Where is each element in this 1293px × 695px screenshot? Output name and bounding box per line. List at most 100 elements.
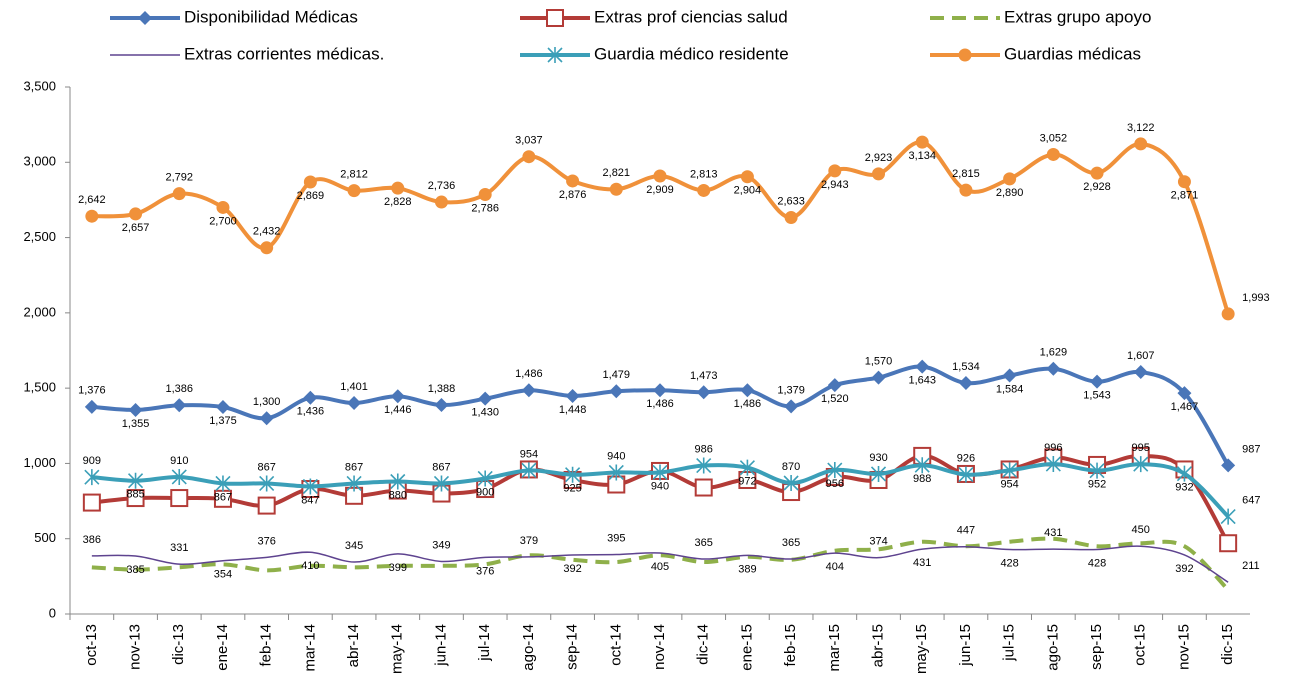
data-label: 847 <box>301 494 319 506</box>
data-label: 1,486 <box>734 398 762 410</box>
legend-item: Extras grupo apoyo <box>930 7 1151 26</box>
x-tick-label: dic-15 <box>1219 624 1236 665</box>
marker <box>871 370 886 385</box>
data-label: 925 <box>563 483 581 495</box>
data-label: 404 <box>826 561 844 573</box>
data-label: 345 <box>345 540 363 552</box>
marker <box>1221 307 1235 321</box>
marker <box>477 470 493 487</box>
data-label: 2,890 <box>996 187 1024 199</box>
x-tick-label: oct-14 <box>607 624 624 666</box>
marker <box>85 209 99 223</box>
marker <box>1133 365 1148 380</box>
data-label: 867 <box>432 461 450 473</box>
data-label: 2,736 <box>428 180 456 192</box>
x-tick-label: dic-13 <box>170 624 187 665</box>
data-label: 972 <box>738 476 756 488</box>
x-tick-label: mar-15 <box>826 624 843 672</box>
y-tick-label: 1,500 <box>23 380 56 395</box>
data-label: 2,928 <box>1083 181 1111 193</box>
data-label: 3,134 <box>908 150 936 162</box>
marker <box>1220 508 1236 525</box>
data-label: 1,570 <box>865 356 893 368</box>
data-label: 2,812 <box>340 168 368 180</box>
data-label: 2,700 <box>209 215 237 227</box>
marker <box>609 182 623 196</box>
data-label: 867 <box>257 461 275 473</box>
data-label: 1,629 <box>1040 347 1068 359</box>
marker <box>828 164 842 178</box>
x-tick-label: oct-15 <box>1132 624 1149 666</box>
marker <box>652 464 668 481</box>
x-tick-label: jul-15 <box>1001 624 1018 662</box>
marker <box>546 9 564 27</box>
marker <box>1177 175 1191 189</box>
data-label: 428 <box>1000 557 1018 569</box>
x-tick-label: ago-15 <box>1044 624 1061 671</box>
marker <box>522 150 536 164</box>
data-label: 1,375 <box>209 415 237 427</box>
data-label: 2,657 <box>122 222 150 234</box>
marker <box>346 475 362 492</box>
marker <box>697 183 711 197</box>
marker <box>1003 172 1017 186</box>
data-label: 2,642 <box>78 194 106 206</box>
legend-label: Extras grupo apoyo <box>1004 7 1151 26</box>
data-label: 995 <box>1132 442 1150 454</box>
marker <box>303 175 317 189</box>
data-label: 385 <box>126 564 144 576</box>
legend-label: Extras prof ciencias salud <box>594 7 788 26</box>
marker <box>84 399 99 414</box>
legend-marker <box>958 48 972 62</box>
marker <box>434 195 448 209</box>
marker <box>521 383 536 398</box>
legend-item: Guardia médico residente <box>520 44 789 63</box>
y-tick-label: 0 <box>49 605 56 620</box>
legend-item: Extras prof ciencias salud <box>520 7 788 27</box>
data-label: 365 <box>695 537 713 549</box>
marker <box>547 47 563 63</box>
marker <box>915 135 929 149</box>
marker <box>1090 374 1105 389</box>
marker <box>958 466 974 483</box>
data-label: 3,122 <box>1127 122 1155 134</box>
marker <box>739 459 755 476</box>
marker <box>138 11 152 25</box>
data-label: 1,401 <box>340 381 368 393</box>
data-label: 331 <box>170 542 188 554</box>
x-tick-label: ene-14 <box>214 624 231 671</box>
marker <box>1133 456 1149 473</box>
marker <box>172 187 186 201</box>
data-label: 399 <box>389 562 407 574</box>
marker <box>565 388 580 403</box>
series <box>84 456 1236 525</box>
data-label: 2,792 <box>165 172 193 184</box>
marker <box>215 399 230 414</box>
legend-marker <box>547 47 563 63</box>
data-label: 2,828 <box>384 196 412 208</box>
marker <box>216 200 230 214</box>
data-label: 2,821 <box>603 167 631 179</box>
data-label: 900 <box>476 486 494 498</box>
marker <box>740 170 754 184</box>
line <box>91 545 1229 583</box>
x-tick-label: sep-14 <box>564 624 581 670</box>
data-label: 386 <box>83 534 101 546</box>
marker <box>129 207 143 221</box>
marker <box>1002 368 1017 383</box>
marker <box>566 174 580 188</box>
y-tick-label: 3,500 <box>23 78 56 93</box>
marker <box>257 496 276 515</box>
data-label: 354 <box>214 569 232 581</box>
marker <box>653 169 667 183</box>
data-label: 870 <box>782 461 800 473</box>
x-tick-label: jul-14 <box>476 624 493 662</box>
marker <box>696 457 712 474</box>
marker <box>390 473 406 490</box>
data-label: 1,355 <box>122 418 150 430</box>
data-label: 2,943 <box>821 179 849 191</box>
x-tick-label: nov-15 <box>1175 624 1192 670</box>
x-tick-label: may-14 <box>389 624 406 674</box>
y-tick-label: 500 <box>34 530 56 545</box>
x-tick-label: ene-15 <box>738 624 755 671</box>
